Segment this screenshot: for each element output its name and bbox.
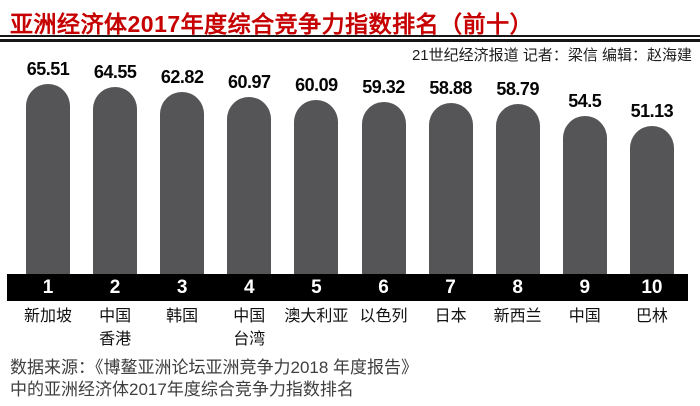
- rank-label: 6: [378, 277, 389, 298]
- bar: [93, 86, 138, 279]
- rank-label: 4: [244, 277, 255, 298]
- bar-value-label: 62.82: [160, 66, 204, 87]
- bar-chart: 65.51 64.55 62.82 60.97 60.09 59.32 58.88 58.79…: [0, 56, 700, 356]
- bar: [294, 99, 339, 279]
- category-label: 韩国: [166, 308, 199, 325]
- bar: [227, 97, 272, 279]
- rank-label: 3: [176, 277, 188, 298]
- category-label: 中国 台湾: [233, 308, 266, 348]
- bar-value-label: 65.51: [26, 59, 70, 80]
- source-note-line2: 中的亚洲经济体2017年度综合竞争力指数排名: [10, 380, 354, 399]
- bar-value-label: 58.79: [496, 78, 539, 99]
- bar-value-label: 54.5: [568, 90, 602, 111]
- bar-value-label: 60.09: [295, 74, 338, 95]
- title-divider-thick: [0, 39, 700, 42]
- category-label: 日本: [434, 308, 467, 325]
- rank-label: 7: [445, 277, 456, 298]
- chart-title: 亚洲经济体2017年度综合竞争力指数排名（前十）: [10, 11, 534, 37]
- bar: [562, 115, 607, 279]
- bar-value-label: 60.97: [228, 72, 271, 93]
- category-label: 以色列: [359, 308, 408, 325]
- bar: [361, 101, 406, 279]
- bar-value-label: 58.88: [429, 78, 472, 99]
- source-note: 数据来源：《博鳌亚洲论坛亚洲竞争力2018 年度报告》 中的亚洲经济体2017年…: [10, 357, 418, 401]
- bar: [495, 103, 540, 279]
- rank-label: 9: [579, 277, 591, 298]
- bar-value-label: 64.55: [93, 61, 137, 82]
- rank-label: 1: [42, 277, 54, 298]
- title-divider-thin: [0, 35, 700, 37]
- rank-label: 2: [109, 277, 121, 298]
- rank-label: 5: [311, 277, 322, 298]
- category-label: 澳大利亚: [284, 308, 349, 325]
- bar: [26, 84, 70, 279]
- bar: [629, 125, 674, 279]
- byline: 21世纪经济报道 记者：梁信 编辑：赵海建: [411, 47, 692, 64]
- category-label: 中国 香港: [99, 308, 132, 348]
- bar-value-label: 51.13: [630, 100, 674, 121]
- bar-value-label: 59.32: [362, 76, 405, 97]
- rank-label: 10: [641, 277, 663, 298]
- source-note-line1: 数据来源：《博鳌亚洲论坛亚洲竞争力2018 年度报告》: [10, 358, 419, 377]
- category-label: 新加坡: [23, 308, 72, 325]
- rank-strip: [7, 274, 688, 301]
- category-label: 新西兰: [493, 308, 542, 325]
- category-label: 中国: [568, 308, 601, 325]
- bar: [428, 103, 473, 279]
- category-label: 巴林: [635, 308, 668, 325]
- rank-label: 8: [512, 277, 523, 298]
- bar: [160, 91, 205, 279]
